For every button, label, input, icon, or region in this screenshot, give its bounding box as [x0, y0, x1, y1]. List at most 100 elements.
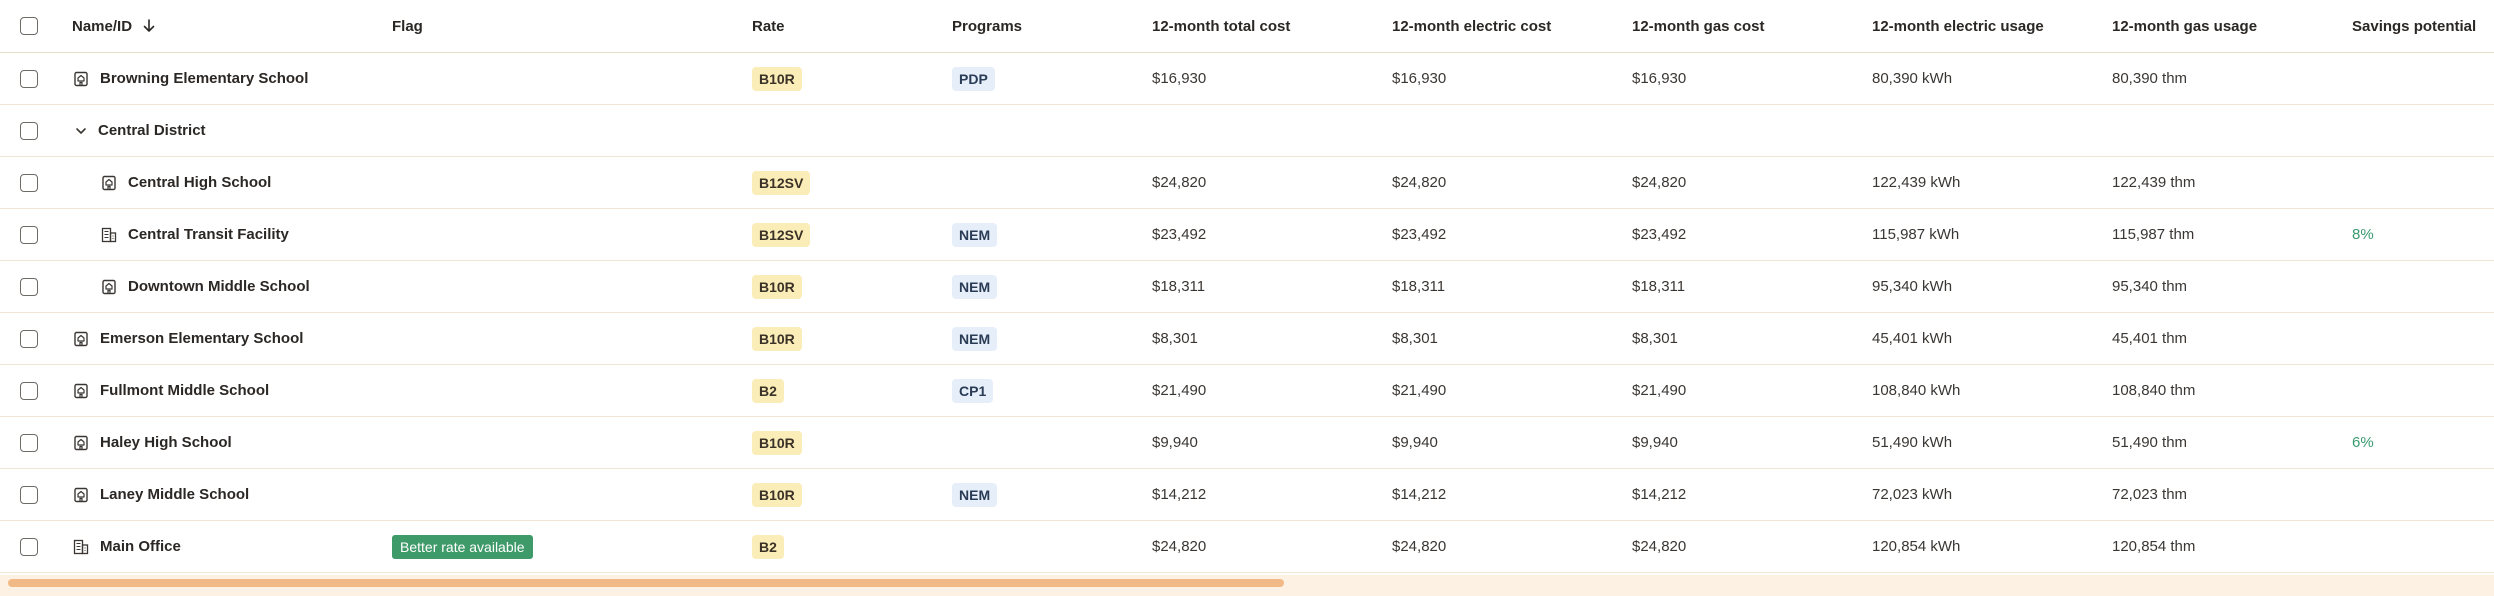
- rate-chip: B12SV: [752, 170, 811, 195]
- program-chip: NEM: [952, 326, 998, 351]
- row-checkbox[interactable]: [20, 121, 38, 140]
- row-name[interactable]: Fullmont Middle School: [100, 382, 270, 399]
- row-checkbox[interactable]: [20, 173, 38, 192]
- row-name[interactable]: Laney Middle School: [100, 486, 250, 503]
- gas-usage-cell: 115,987 thm: [2112, 226, 2195, 243]
- school-icon: [100, 174, 118, 192]
- column-header-total-cost[interactable]: 12-month total cost: [1152, 17, 1291, 35]
- gas-cost-cell: $8,301: [1632, 330, 1678, 347]
- gas-usage-cell: 45,401 thm: [2112, 330, 2188, 347]
- group-row[interactable]: Central District: [0, 105, 2494, 157]
- row-checkbox[interactable]: [20, 537, 38, 556]
- electric-usage-cell: 122,439 kWh: [1872, 174, 1961, 191]
- row-checkbox[interactable]: [20, 277, 38, 296]
- school-icon: [72, 70, 90, 88]
- flag-badge[interactable]: Better rate available: [392, 534, 533, 559]
- electric-usage-cell: 120,854 kWh: [1872, 538, 1961, 555]
- table-row[interactable]: Laney Middle School B10R NEM $14,212 $14…: [0, 469, 2494, 521]
- savings-cell: 6%: [2352, 434, 2374, 451]
- select-all-checkbox[interactable]: [20, 17, 38, 35]
- column-header-gas-cost[interactable]: 12-month gas cost: [1632, 17, 1765, 35]
- gas-cost-cell: $14,212: [1632, 486, 1687, 503]
- row-name[interactable]: Browning Elementary School: [100, 70, 309, 87]
- electric-cost-cell: $18,311: [1392, 278, 1446, 295]
- table-row[interactable]: Central High School B12SV $24,820 $24,82…: [0, 157, 2494, 209]
- savings-cell: 8%: [2352, 226, 2374, 243]
- column-header-programs[interactable]: Programs: [952, 17, 1023, 35]
- row-checkbox[interactable]: [20, 69, 38, 88]
- table-row[interactable]: Emerson Elementary School B10R NEM $8,30…: [0, 313, 2494, 365]
- gas-cost-cell: $24,820: [1632, 538, 1687, 555]
- column-header-gas-usage[interactable]: 12-month gas usage: [2112, 17, 2258, 35]
- school-icon: [72, 382, 90, 400]
- program-chip: NEM: [952, 222, 998, 247]
- electric-cost-cell: $9,940: [1392, 434, 1438, 451]
- electric-usage-cell: 95,340 kWh: [1872, 278, 1953, 295]
- row-name[interactable]: Central High School: [128, 174, 272, 191]
- group-name[interactable]: Central District: [98, 122, 206, 139]
- electric-cost-cell: $16,930: [1392, 70, 1447, 87]
- table-header-row: Name/ID Flag Rate Programs 12-month tota…: [0, 0, 2494, 53]
- rate-chip: B10R: [752, 430, 802, 455]
- school-icon: [72, 486, 90, 504]
- school-icon: [72, 434, 90, 452]
- electric-cost-cell: $23,492: [1392, 226, 1447, 243]
- horizontal-scrollbar[interactable]: [0, 575, 2494, 596]
- rate-chip: B10R: [752, 274, 802, 299]
- total-cost-cell: $23,492: [1152, 226, 1207, 243]
- column-header-electric-cost[interactable]: 12-month electric cost: [1392, 17, 1552, 35]
- row-name[interactable]: Main Office: [100, 538, 181, 555]
- building-icon: [100, 226, 118, 244]
- column-header-flag[interactable]: Flag: [392, 17, 423, 35]
- gas-usage-cell: 120,854 thm: [2112, 538, 2196, 555]
- column-header-electric-usage[interactable]: 12-month electric usage: [1872, 17, 2044, 35]
- electric-cost-cell: $14,212: [1392, 486, 1447, 503]
- column-header-savings[interactable]: Savings potential: [2352, 17, 2477, 35]
- row-name[interactable]: Central Transit Facility: [128, 226, 289, 243]
- gas-usage-cell: 51,490 thm: [2112, 434, 2188, 451]
- rate-chip: B10R: [752, 326, 802, 351]
- total-cost-cell: $8,301: [1152, 330, 1198, 347]
- program-chip: PDP: [952, 66, 995, 91]
- row-name[interactable]: Emerson Elementary School: [100, 330, 304, 347]
- table-row[interactable]: Fullmont Middle School B2 CP1 $21,490 $2…: [0, 365, 2494, 417]
- total-cost-cell: $21,490: [1152, 382, 1207, 399]
- chevron-down-icon[interactable]: [72, 122, 90, 140]
- total-cost-cell: $9,940: [1152, 434, 1198, 451]
- total-cost-cell: $24,820: [1152, 174, 1207, 191]
- scrollbar-thumb[interactable]: [8, 579, 1284, 587]
- column-header-name[interactable]: Name/ID: [72, 0, 156, 52]
- row-checkbox[interactable]: [20, 225, 38, 244]
- school-icon: [100, 278, 118, 296]
- row-name[interactable]: Haley High School: [100, 434, 232, 451]
- gas-usage-cell: 80,390 thm: [2112, 70, 2188, 87]
- sort-descending-icon[interactable]: [142, 18, 156, 34]
- gas-cost-cell: $24,820: [1632, 174, 1687, 191]
- row-name[interactable]: Downtown Middle School: [128, 278, 310, 295]
- row-checkbox[interactable]: [20, 381, 38, 400]
- table-row[interactable]: Central Transit Facility B12SV NEM $23,4…: [0, 209, 2494, 261]
- program-chip: NEM: [952, 482, 998, 507]
- row-checkbox[interactable]: [20, 485, 38, 504]
- rate-chip: B10R: [752, 66, 802, 91]
- total-cost-cell: $24,820: [1152, 538, 1207, 555]
- electric-cost-cell: $24,820: [1392, 538, 1447, 555]
- column-header-rate[interactable]: Rate: [752, 17, 785, 35]
- electric-cost-cell: $24,820: [1392, 174, 1447, 191]
- rate-chip: B2: [752, 534, 784, 559]
- gas-cost-cell: $23,492: [1632, 226, 1687, 243]
- gas-usage-cell: 72,023 thm: [2112, 486, 2188, 503]
- rate-chip: B2: [752, 378, 784, 403]
- table-row[interactable]: Browning Elementary School B10R PDP $16,…: [0, 53, 2494, 105]
- table-row[interactable]: Haley High School B10R $9,940 $9,940 $9,…: [0, 417, 2494, 469]
- electric-cost-cell: $21,490: [1392, 382, 1447, 399]
- table-row[interactable]: Downtown Middle School B10R NEM $18,311 …: [0, 261, 2494, 313]
- electric-usage-cell: 115,987 kWh: [1872, 226, 1960, 243]
- gas-cost-cell: $9,940: [1632, 434, 1678, 451]
- gas-usage-cell: 108,840 thm: [2112, 382, 2196, 399]
- row-checkbox[interactable]: [20, 433, 38, 452]
- row-checkbox[interactable]: [20, 329, 38, 348]
- gas-usage-cell: 122,439 thm: [2112, 174, 2196, 191]
- table-row[interactable]: Main Office Better rate available B2 $24…: [0, 521, 2494, 573]
